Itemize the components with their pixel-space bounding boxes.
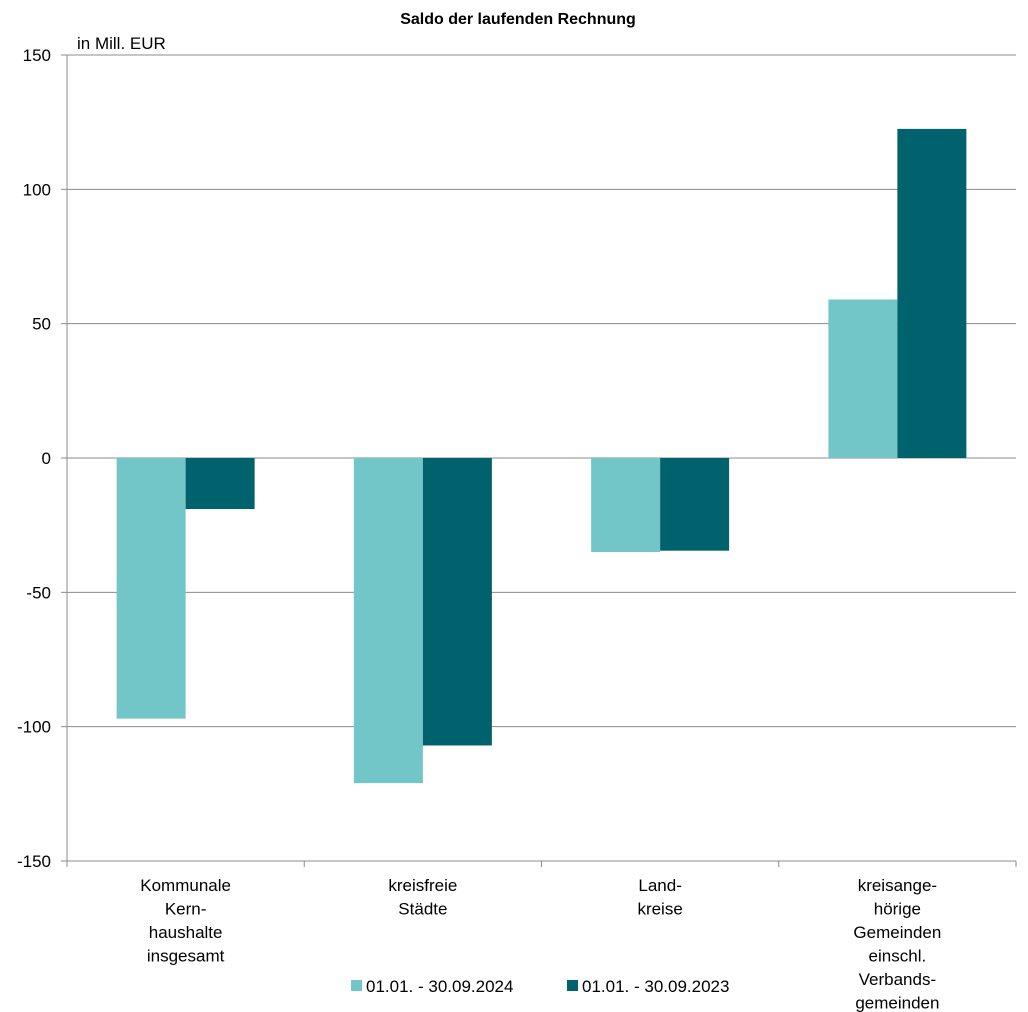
legend-label-series-1: 01.01. - 30.09.2024 (366, 977, 513, 996)
bar-series-2-category-3 (660, 458, 730, 551)
x-category-label-line: Land- (638, 876, 681, 895)
x-category-label-line: Städte (398, 900, 447, 919)
chart-title: Saldo der laufenden Rechnung (400, 11, 636, 28)
x-category-label-line: kreise (637, 900, 682, 919)
y-tick-label: -150 (17, 852, 51, 871)
x-category-label-line: Kern- (165, 900, 207, 919)
bar-series-1-category-1 (116, 458, 186, 719)
bar-series-1-category-2 (353, 458, 423, 784)
x-category-label-line: insgesamt (147, 947, 225, 966)
y-axis-tick-labels: 150 100 50 0 -50 -100 -150 (17, 46, 51, 871)
bar-series-1-category-4 (828, 299, 898, 458)
bar-series-1-category-3 (591, 458, 661, 553)
y-tick-label: 50 (32, 315, 51, 334)
y-axis-unit-label: in Mill. EUR (77, 34, 166, 53)
y-tick-label: -50 (26, 583, 51, 602)
bar-series-2-category-2 (422, 458, 492, 746)
y-tick-label: 0 (42, 449, 51, 468)
x-category-label-line: haushalte (149, 923, 223, 942)
x-category-label-line: kreisange- (858, 876, 937, 895)
x-category-label-line: Kommunale (140, 876, 231, 895)
bar-series-2-category-4 (897, 128, 967, 458)
y-tick-label: 150 (23, 46, 51, 65)
x-category-label-line: kreisfreie (388, 876, 457, 895)
x-axis-category-labels: Kommunale Kern-haushalte insgesamt kreisfre… (140, 876, 941, 1012)
x-category-label-line: gemeinden (855, 994, 939, 1012)
bars (116, 128, 967, 784)
y-tick-label: -100 (17, 718, 51, 737)
x-category-label-line: Gemeinden (853, 923, 941, 942)
x-category-label-line: einschl. (869, 947, 927, 966)
legend: 01.01. - 30.09.2024 01.01. - 30.09.2023 (351, 977, 729, 996)
axes (61, 54, 1017, 867)
x-category-label-line: Verbands- (859, 970, 937, 989)
legend-swatch-series-2 (567, 980, 578, 991)
x-category-label-line: hörige (874, 900, 921, 919)
bar-series-2-category-1 (185, 458, 255, 510)
legend-swatch-series-1 (351, 980, 362, 991)
y-tick-label: 100 (23, 180, 51, 199)
legend-label-series-2: 01.01. - 30.09.2023 (582, 977, 729, 996)
